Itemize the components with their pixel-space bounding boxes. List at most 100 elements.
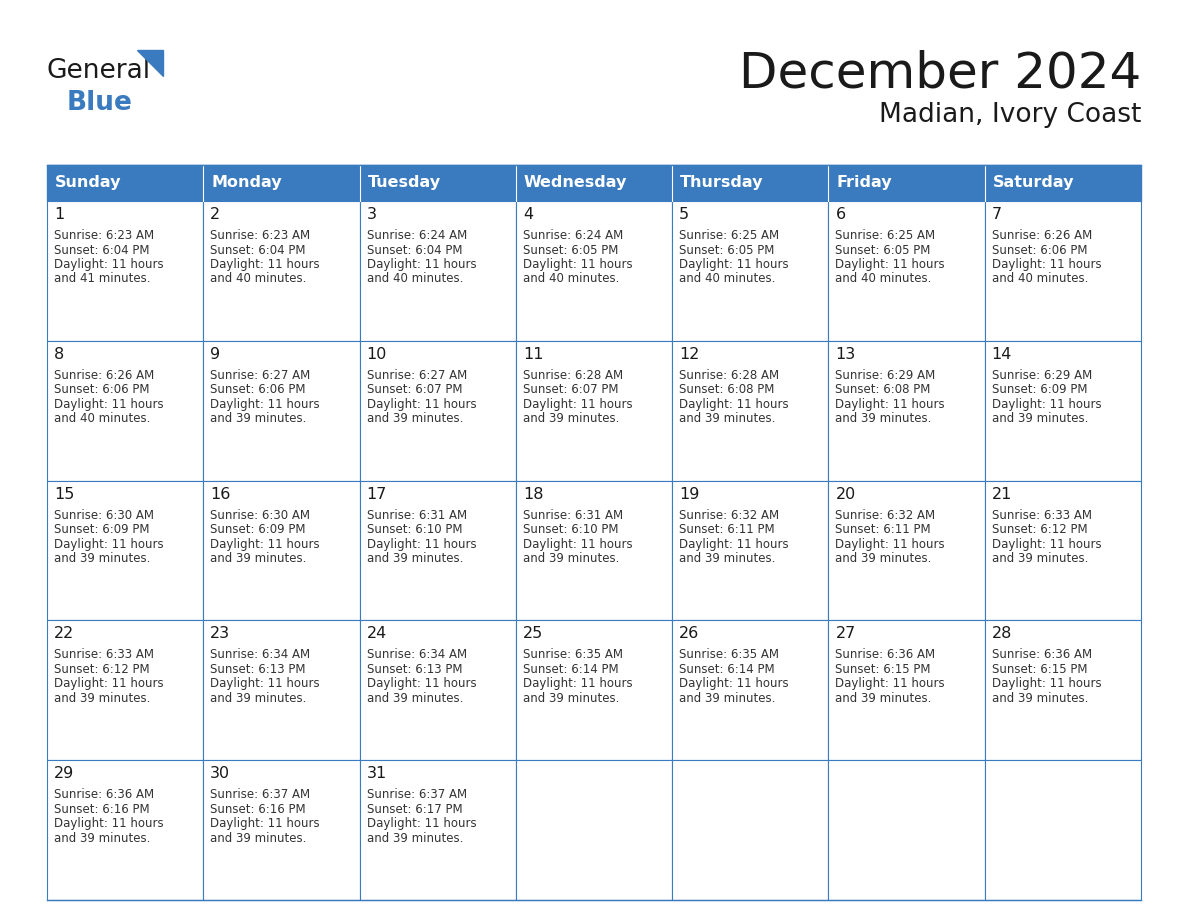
Text: Daylight: 11 hours: Daylight: 11 hours [680,677,789,690]
Text: Daylight: 11 hours: Daylight: 11 hours [835,258,944,271]
Text: 25: 25 [523,626,543,642]
Text: Daylight: 11 hours: Daylight: 11 hours [680,258,789,271]
Text: Tuesday: Tuesday [367,175,441,191]
Text: 19: 19 [680,487,700,501]
Text: and 39 minutes.: and 39 minutes. [210,552,307,565]
Text: Sunrise: 6:37 AM: Sunrise: 6:37 AM [210,789,310,801]
Text: Sunrise: 6:23 AM: Sunrise: 6:23 AM [210,229,310,242]
Text: 27: 27 [835,626,855,642]
Text: Sunset: 6:13 PM: Sunset: 6:13 PM [367,663,462,676]
Text: Sunrise: 6:27 AM: Sunrise: 6:27 AM [367,369,467,382]
Text: 18: 18 [523,487,543,501]
Text: 4: 4 [523,207,533,222]
Text: Sunset: 6:14 PM: Sunset: 6:14 PM [523,663,619,676]
Text: General: General [48,58,151,84]
Text: Sunrise: 6:29 AM: Sunrise: 6:29 AM [835,369,936,382]
Text: Sunrise: 6:26 AM: Sunrise: 6:26 AM [992,229,1092,242]
Text: 30: 30 [210,767,230,781]
Text: and 39 minutes.: and 39 minutes. [992,552,1088,565]
Text: Daylight: 11 hours: Daylight: 11 hours [210,677,320,690]
Text: Daylight: 11 hours: Daylight: 11 hours [367,677,476,690]
Text: Daylight: 11 hours: Daylight: 11 hours [53,817,164,830]
Text: and 39 minutes.: and 39 minutes. [835,412,931,425]
Text: 9: 9 [210,347,221,362]
Text: and 40 minutes.: and 40 minutes. [367,273,463,285]
Text: 14: 14 [992,347,1012,362]
Text: Daylight: 11 hours: Daylight: 11 hours [523,538,632,551]
Text: Daylight: 11 hours: Daylight: 11 hours [367,817,476,830]
Text: and 39 minutes.: and 39 minutes. [53,692,151,705]
Text: Sunset: 6:06 PM: Sunset: 6:06 PM [53,384,150,397]
Text: Friday: Friday [836,175,892,191]
Text: Sunset: 6:15 PM: Sunset: 6:15 PM [835,663,931,676]
Bar [203,341,360,481]
Text: Daylight: 11 hours: Daylight: 11 hours [210,397,320,410]
Text: Sunset: 6:08 PM: Sunset: 6:08 PM [835,384,931,397]
Text: 29: 29 [53,767,74,781]
Text: Sunrise: 6:31 AM: Sunrise: 6:31 AM [523,509,623,521]
Text: and 40 minutes.: and 40 minutes. [53,412,151,425]
Bar [516,481,672,621]
Text: Daylight: 11 hours: Daylight: 11 hours [210,258,320,271]
Text: Sunrise: 6:23 AM: Sunrise: 6:23 AM [53,229,154,242]
Text: 16: 16 [210,487,230,501]
Text: Sunrise: 6:26 AM: Sunrise: 6:26 AM [53,369,154,382]
Text: Sunday: Sunday [55,175,121,191]
Text: Sunrise: 6:32 AM: Sunrise: 6:32 AM [680,509,779,521]
Text: and 41 minutes.: and 41 minutes. [53,273,151,285]
Text: 10: 10 [367,347,387,362]
Bar [48,481,203,621]
Bar [672,481,828,621]
Text: and 40 minutes.: and 40 minutes. [835,273,931,285]
Bar [985,341,1140,481]
Bar [672,341,828,481]
Bar [828,201,985,341]
Text: 1: 1 [53,207,64,222]
Bar [203,481,360,621]
Bar [203,201,360,341]
Text: Sunset: 6:12 PM: Sunset: 6:12 PM [53,663,150,676]
Text: and 39 minutes.: and 39 minutes. [680,692,776,705]
Text: Sunrise: 6:37 AM: Sunrise: 6:37 AM [367,789,467,801]
Text: and 39 minutes.: and 39 minutes. [210,832,307,845]
Text: and 39 minutes.: and 39 minutes. [992,412,1088,425]
Text: Sunset: 6:07 PM: Sunset: 6:07 PM [523,384,619,397]
Text: Sunrise: 6:36 AM: Sunrise: 6:36 AM [53,789,154,801]
Text: Sunset: 6:05 PM: Sunset: 6:05 PM [680,243,775,256]
Bar [828,481,985,621]
Text: Sunrise: 6:36 AM: Sunrise: 6:36 AM [992,648,1092,661]
Text: Daylight: 11 hours: Daylight: 11 hours [53,538,164,551]
Bar [672,621,828,760]
Text: and 39 minutes.: and 39 minutes. [992,692,1088,705]
Bar [985,481,1140,621]
Text: Sunrise: 6:32 AM: Sunrise: 6:32 AM [835,509,936,521]
Bar [360,621,516,760]
Text: and 39 minutes.: and 39 minutes. [53,832,151,845]
Text: Sunset: 6:09 PM: Sunset: 6:09 PM [53,523,150,536]
Text: Sunrise: 6:31 AM: Sunrise: 6:31 AM [367,509,467,521]
Text: Sunset: 6:12 PM: Sunset: 6:12 PM [992,523,1087,536]
Text: and 40 minutes.: and 40 minutes. [210,273,307,285]
Text: Daylight: 11 hours: Daylight: 11 hours [210,538,320,551]
Text: Sunset: 6:04 PM: Sunset: 6:04 PM [53,243,150,256]
Text: Sunset: 6:11 PM: Sunset: 6:11 PM [680,523,775,536]
Text: Sunrise: 6:35 AM: Sunrise: 6:35 AM [523,648,623,661]
Text: 7: 7 [992,207,1001,222]
Text: and 39 minutes.: and 39 minutes. [835,692,931,705]
Text: and 39 minutes.: and 39 minutes. [367,692,463,705]
Text: Daylight: 11 hours: Daylight: 11 hours [992,538,1101,551]
Text: Sunset: 6:10 PM: Sunset: 6:10 PM [523,523,619,536]
Bar [828,621,985,760]
Text: 20: 20 [835,487,855,501]
Bar [516,201,672,341]
Text: and 39 minutes.: and 39 minutes. [210,692,307,705]
Text: Sunrise: 6:35 AM: Sunrise: 6:35 AM [680,648,779,661]
Text: Sunset: 6:06 PM: Sunset: 6:06 PM [210,384,305,397]
Text: Sunset: 6:04 PM: Sunset: 6:04 PM [210,243,305,256]
Text: Daylight: 11 hours: Daylight: 11 hours [523,258,632,271]
Bar [48,201,203,341]
Text: Daylight: 11 hours: Daylight: 11 hours [992,397,1101,410]
Text: 8: 8 [53,347,64,362]
Bar [48,341,203,481]
Text: Sunrise: 6:24 AM: Sunrise: 6:24 AM [367,229,467,242]
